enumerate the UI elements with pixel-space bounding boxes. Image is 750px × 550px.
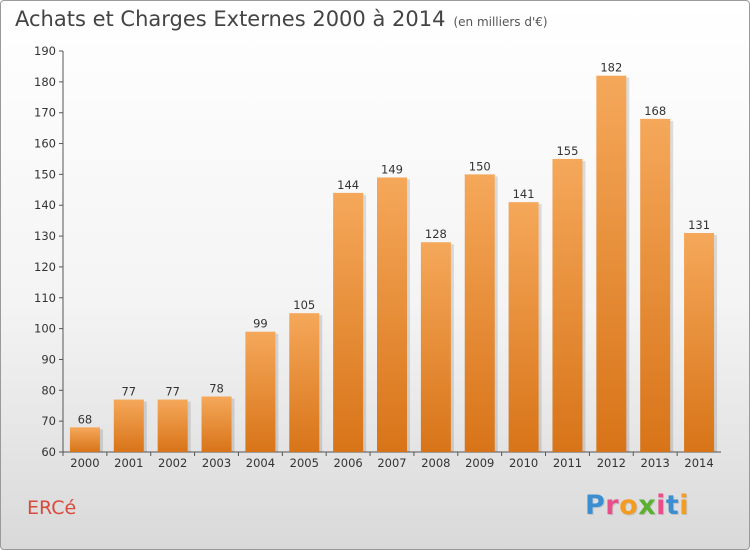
chart-title-text: Achats et Charges Externes 2000 à 2014	[15, 7, 446, 31]
data-label-2004: 99	[253, 317, 268, 331]
bar-2000	[69, 427, 100, 452]
data-label-2005: 105	[293, 298, 315, 312]
data-label-2000: 68	[78, 412, 93, 426]
bar-2008	[420, 242, 451, 452]
bar-2006	[333, 192, 364, 452]
data-label-2008: 128	[425, 227, 447, 241]
y-tick-label: 80	[41, 383, 56, 397]
bar-2013	[640, 118, 671, 452]
y-tick-label: 70	[41, 414, 56, 428]
data-label-2007: 149	[381, 162, 403, 176]
x-tick-label: 2010	[509, 456, 538, 470]
bar-2012	[596, 75, 627, 452]
chart-data-labels: 68 77 77 78 99 105 144 149 128 150 141 155 182 168 131	[78, 61, 710, 427]
x-tick-label: 2002	[158, 456, 187, 470]
logo-letter: t	[665, 490, 680, 521]
bar-2001	[113, 399, 144, 452]
x-tick-label: 2006	[333, 456, 362, 470]
y-tick-label: 160	[34, 137, 56, 151]
data-label-2006: 144	[337, 178, 359, 192]
bar-2011	[552, 158, 583, 452]
x-tick-label: 2004	[246, 456, 275, 470]
data-label-2012: 182	[600, 61, 622, 75]
data-label-2011: 155	[556, 144, 578, 158]
x-tick-label: 2012	[597, 456, 626, 470]
chart-axes: 60 70 80 90 100 110 120 130 140 150 160 170 180 190 20…	[34, 44, 721, 470]
y-tick-label: 60	[41, 445, 56, 459]
logo-letter: o	[619, 490, 639, 521]
y-tick-label: 190	[34, 44, 56, 58]
data-label-2010: 141	[513, 187, 535, 201]
x-tick-label: 2011	[553, 456, 582, 470]
logo-letter: x	[638, 490, 657, 521]
logo-letter: i	[656, 490, 666, 521]
data-label-2014: 131	[688, 218, 710, 232]
y-tick-label: 130	[34, 229, 56, 243]
chart-bars	[69, 75, 718, 452]
data-label-2001: 77	[121, 385, 136, 399]
x-tick-label: 2008	[421, 456, 450, 470]
chart-title: Achats et Charges Externes 2000 à 2014 (e…	[15, 7, 548, 31]
x-tick-label: 2013	[641, 456, 670, 470]
y-tick-label: 100	[34, 322, 56, 336]
bar-2014	[684, 232, 715, 452]
x-tick-label: 2003	[202, 456, 231, 470]
bar-2005	[289, 313, 320, 452]
commune-name: ERCé	[27, 497, 77, 519]
bar-2010	[508, 202, 539, 452]
bar-2004	[245, 331, 276, 452]
x-tick-label: 2005	[290, 456, 319, 470]
data-label-2009: 150	[469, 159, 491, 173]
logo-letter: i	[679, 490, 690, 521]
y-tick-label: 90	[41, 352, 56, 366]
x-tick-label: 2001	[114, 456, 143, 470]
y-tick-label: 140	[34, 198, 56, 212]
x-tick-label: 2014	[684, 456, 713, 470]
chart-subtitle: (en milliers d'€)	[453, 15, 548, 29]
y-tick-label: 180	[34, 75, 56, 89]
data-label-2003: 78	[209, 381, 224, 395]
bar-2007	[377, 177, 407, 452]
y-tick-label: 150	[34, 167, 56, 181]
y-tick-label: 110	[34, 291, 56, 305]
bar-2002	[157, 399, 188, 452]
logo-letter: P	[585, 490, 606, 521]
bar-2003	[201, 396, 232, 452]
y-tick-label: 120	[34, 260, 56, 274]
bar-2009	[464, 174, 495, 452]
x-tick-label: 2007	[377, 456, 406, 470]
x-tick-label: 2000	[70, 456, 99, 470]
proxiti-logo: Proxiti	[585, 490, 689, 521]
data-label-2002: 77	[165, 385, 180, 399]
logo-letter: r	[605, 490, 620, 521]
y-tick-label: 170	[34, 106, 56, 120]
x-tick-label: 2009	[465, 456, 494, 470]
data-label-2013: 168	[644, 104, 666, 118]
